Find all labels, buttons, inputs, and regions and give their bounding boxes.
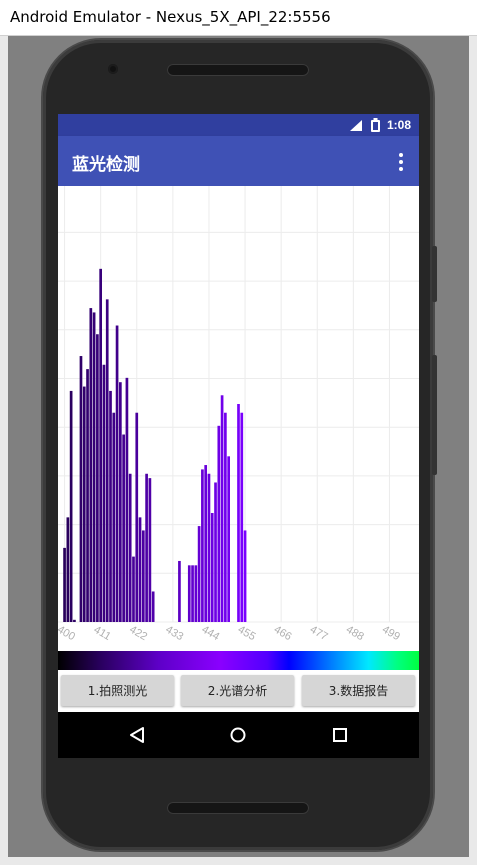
spectrum-bar-414 xyxy=(109,390,112,622)
spectrum-bar-405 xyxy=(79,356,83,622)
spectrum-bar-403 xyxy=(73,619,76,622)
spectrum-bar-401 xyxy=(66,517,70,622)
power-button[interactable] xyxy=(432,355,437,475)
spectrum-bar-435 xyxy=(178,560,181,622)
spectrum-bar-449 xyxy=(224,412,227,622)
spectrum-bar-402 xyxy=(69,390,73,622)
spectrum-bar-442 xyxy=(201,469,204,622)
analysis-button[interactable]: 2.光谱分析 xyxy=(181,675,294,706)
x-tick-label: 444 xyxy=(200,624,222,644)
spectrum-color-strip xyxy=(58,651,419,670)
spectrum-bar-453 xyxy=(237,404,240,622)
window-border-right xyxy=(469,36,477,865)
x-tick-label: 400 xyxy=(58,624,77,644)
top-speaker xyxy=(167,64,309,76)
spectrum-bar-423 xyxy=(138,517,142,622)
spectrum-bar-412 xyxy=(102,364,106,622)
window-border-left xyxy=(0,36,8,865)
navigation-bar xyxy=(58,712,419,758)
spectrum-bar-443 xyxy=(204,465,208,622)
recents-button[interactable] xyxy=(327,722,353,748)
spectrum-bar-410 xyxy=(96,334,99,622)
app-title: 蓝光检测 xyxy=(72,155,140,175)
x-tick-label: 488 xyxy=(344,624,366,644)
spectrum-chart: 400 411 422 433 444 455 466 477 488 499 xyxy=(58,186,419,644)
spectrum-bar-446 xyxy=(214,482,217,622)
spectrum-bar-450 xyxy=(227,456,230,622)
window-title: Android Emulator - Nexus_5X_API_22:5556 xyxy=(10,8,331,26)
phone-screen: 1:08 蓝光检测 400 411 422 433 444 455 466 477 488 499… xyxy=(58,114,419,758)
spectrum-bar-417 xyxy=(119,382,122,622)
x-tick-label: 411 xyxy=(92,624,113,643)
capture-button[interactable]: 1.拍照测光 xyxy=(61,675,174,706)
spectrum-bar-418 xyxy=(122,434,125,622)
x-tick-label: 499 xyxy=(380,624,402,644)
spectrum-bar-427 xyxy=(151,591,155,622)
app-bar: 蓝光检测 xyxy=(58,136,419,186)
spectrum-bar-407 xyxy=(86,369,89,622)
spectrum-bar-455 xyxy=(243,530,247,622)
spectrum-bar-441 xyxy=(197,526,201,622)
spectrum-bar-415 xyxy=(112,412,116,622)
spectrum-bar-419 xyxy=(125,377,129,622)
spectrum-bar-400 xyxy=(63,547,66,622)
spectrum-bar-408 xyxy=(89,308,93,622)
back-icon xyxy=(130,727,144,743)
spectrum-bar-420 xyxy=(128,473,132,622)
overflow-menu-icon[interactable] xyxy=(399,153,405,171)
spectrum-bar-440 xyxy=(194,565,198,622)
spectrum-bar-411 xyxy=(99,268,103,622)
spectrum-bar-454 xyxy=(240,412,244,622)
front-camera xyxy=(108,64,118,74)
spectrum-bar-424 xyxy=(141,530,145,622)
window-titlebar: Android Emulator - Nexus_5X_API_22:5556 xyxy=(0,0,477,36)
report-button[interactable]: 3.数据报告 xyxy=(302,675,415,706)
x-tick-label: 466 xyxy=(272,624,294,644)
spectrum-bar-416 xyxy=(115,325,119,622)
spectrum-bar-448 xyxy=(220,395,224,622)
volume-button[interactable] xyxy=(432,246,437,302)
spectrum-bar-444 xyxy=(207,473,211,622)
spectrum-bar-409 xyxy=(92,312,96,622)
x-tick-label: 455 xyxy=(236,624,258,644)
spectrum-chart-area: 400 411 422 433 444 455 466 477 488 499 xyxy=(58,186,419,651)
status-time: 1:08 xyxy=(386,118,411,132)
signal-icon xyxy=(350,120,362,131)
action-button-row: 1.拍照测光 2.光谱分析 3.数据报告 xyxy=(58,670,419,712)
home-button[interactable] xyxy=(225,722,251,748)
x-tick-label: 433 xyxy=(163,624,185,644)
x-tick-label: 422 xyxy=(127,624,149,644)
battery-icon xyxy=(371,118,380,132)
spectrum-bar-439 xyxy=(191,565,194,622)
bottom-speaker xyxy=(167,802,309,814)
back-button[interactable] xyxy=(124,722,150,748)
spectrum-bar-425 xyxy=(145,473,148,622)
spectrum-bar-438 xyxy=(187,565,191,622)
recents-icon xyxy=(333,728,347,742)
window-border-bottom xyxy=(0,857,477,865)
spectrum-bar-421 xyxy=(132,556,135,622)
x-tick-label: 477 xyxy=(308,624,330,644)
status-bar: 1:08 xyxy=(58,114,419,136)
spectrum-bar-426 xyxy=(148,478,152,622)
spectrum-bar-422 xyxy=(135,412,139,622)
home-icon xyxy=(230,727,246,743)
spectrum-bar-447 xyxy=(217,425,221,622)
spectrum-bar-413 xyxy=(105,299,109,622)
spectrum-bar-406 xyxy=(82,386,86,622)
spectrum-bar-445 xyxy=(210,513,214,622)
